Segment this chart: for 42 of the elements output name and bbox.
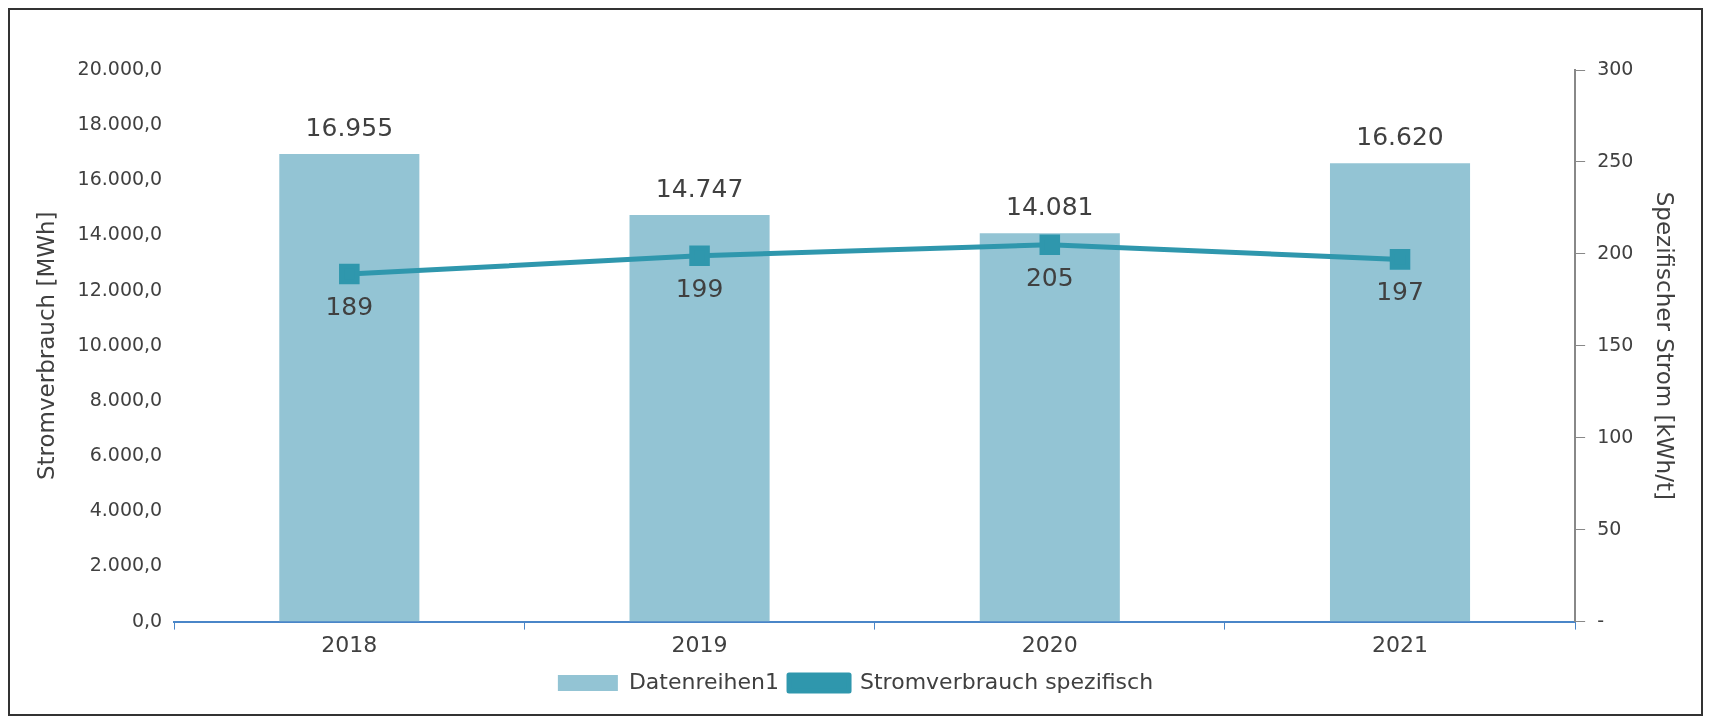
bar [279,153,420,622]
data-label: 16.955 [305,112,394,142]
y2-tick-label: 250 [1597,148,1634,171]
point [689,245,710,266]
y-tick-label: 18.000,0 [77,112,163,135]
y2-tick-label: 200 [1597,240,1634,263]
y-tick-label: 10.000,0 [77,332,163,355]
y2-tick-label: 300 [1597,56,1634,79]
y-tick-label: 20.000,0 [77,56,163,79]
y-tick-label: 6.000,0 [89,443,163,466]
data-label: 205 [1025,262,1074,292]
data-label: 16.620 [1356,122,1444,152]
point [339,263,360,285]
data-label: 197 [1376,277,1424,307]
y-tick-label: 14.000,0 [77,222,163,245]
bar [1329,163,1471,622]
data-label: 14.747 [655,173,744,203]
legend-label: Datenreihen1 [628,668,780,694]
x-tick-label: 2018 [321,631,378,657]
y-tick-label: 2.000,0 [89,553,163,576]
y2-axis-title: Spezifischer Strom [kWh/t] [1652,191,1679,500]
x-tick-label: 2019 [671,631,728,657]
point [1389,249,1411,270]
bar [629,214,770,622]
data-label: 189 [325,292,374,322]
bar [979,233,1120,622]
data-label: 14.081 [1006,192,1094,222]
y2-tick-label: 50 [1597,516,1622,539]
y-axis-title: Stromverbrauch [MWh] [32,211,59,481]
y2-tick-label: 150 [1597,332,1634,355]
legend-label: Stromverbrauch spezifisch [860,668,1154,694]
y-tick-label: 0,0 [131,608,163,631]
y-tick-label: 8.000,0 [89,387,163,410]
y2-tick-label: 100 [1597,424,1634,447]
data-label: 199 [675,273,724,303]
point [1039,234,1061,255]
y-tick-label: 12.000,0 [77,277,163,300]
y-tick-label: 16.000,0 [77,167,163,190]
x-tick-label: 2020 [1021,631,1078,657]
y-tick-label: 4.000,0 [89,498,163,521]
y2-tick-label: - [1597,608,1604,631]
x-tick-label: 2021 [1372,631,1429,657]
